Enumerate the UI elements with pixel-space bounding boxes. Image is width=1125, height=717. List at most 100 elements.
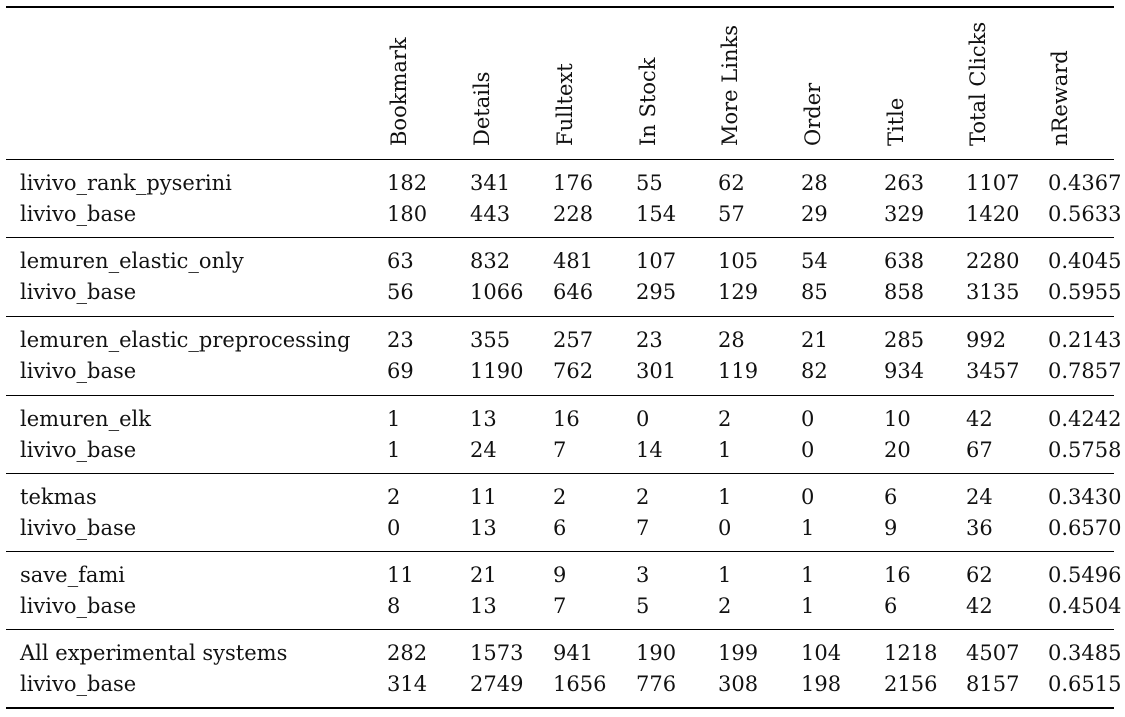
table-cell: 0.5955 bbox=[1048, 280, 1122, 304]
table-cell: 355 bbox=[470, 328, 511, 352]
table-cell: 55 bbox=[636, 171, 663, 195]
table-cell: 0.3430 bbox=[1048, 485, 1122, 509]
table-cell: 0 bbox=[718, 516, 732, 540]
system-name: livivo_base bbox=[20, 594, 137, 618]
table-cell: 1 bbox=[801, 594, 815, 618]
table-cell: 6 bbox=[884, 594, 898, 618]
table-cell: 69 bbox=[387, 359, 414, 383]
table-cell: 1656 bbox=[553, 672, 607, 696]
system-name: livivo_rank_pyserini bbox=[20, 171, 232, 195]
table-cell: 0.7857 bbox=[1048, 359, 1122, 383]
table-cell: 7 bbox=[636, 516, 650, 540]
table-cell: 0.5633 bbox=[1048, 202, 1122, 226]
table-cell: 5 bbox=[636, 594, 650, 618]
table-cell: 2156 bbox=[884, 672, 938, 696]
table-cell: 6 bbox=[553, 516, 567, 540]
table-cell: 0 bbox=[387, 516, 401, 540]
system-name: save_fami bbox=[20, 563, 126, 587]
group-separator bbox=[6, 551, 1114, 552]
column-header-label: In Stock bbox=[636, 57, 660, 146]
table-cell: 3135 bbox=[966, 280, 1020, 304]
table-cell: 858 bbox=[884, 280, 925, 304]
column-header-label: Total Clicks bbox=[966, 21, 990, 146]
system-name: livivo_base bbox=[20, 672, 137, 696]
table-cell: 3 bbox=[636, 563, 650, 587]
table-cell: 832 bbox=[470, 249, 511, 273]
table-cell: 329 bbox=[884, 202, 925, 226]
table-cell: 0.4504 bbox=[1048, 594, 1122, 618]
column-header-label: Bookmark bbox=[387, 37, 411, 146]
table-cell: 9 bbox=[553, 563, 567, 587]
table-cell: 4507 bbox=[966, 641, 1020, 665]
table-cell: 62 bbox=[966, 563, 993, 587]
table-cell: 1066 bbox=[470, 280, 524, 304]
table-cell: 282 bbox=[387, 641, 428, 665]
system-name: livivo_base bbox=[20, 359, 137, 383]
table-cell: 63 bbox=[387, 249, 414, 273]
table-cell: 13 bbox=[470, 594, 497, 618]
table-cell: 57 bbox=[718, 202, 745, 226]
table-cell: 107 bbox=[636, 249, 677, 273]
table-cell: 762 bbox=[553, 359, 594, 383]
table-cell: 176 bbox=[553, 171, 594, 195]
table-cell: 2749 bbox=[470, 672, 524, 696]
table-cell: 7 bbox=[553, 594, 567, 618]
table-cell: 1 bbox=[801, 563, 815, 587]
group-separator bbox=[6, 629, 1114, 630]
table-cell: 263 bbox=[884, 171, 925, 195]
table-cell: 1573 bbox=[470, 641, 524, 665]
table-cell: 11 bbox=[470, 485, 497, 509]
column-header-label: More Links bbox=[718, 25, 742, 146]
table-cell: 0.2143 bbox=[1048, 328, 1122, 352]
table-cell: 62 bbox=[718, 171, 745, 195]
table-cell: 0.3485 bbox=[1048, 641, 1122, 665]
table-cell: 1420 bbox=[966, 202, 1020, 226]
table-cell: 82 bbox=[801, 359, 828, 383]
column-header-label: Details bbox=[470, 71, 494, 146]
table-cell: 1 bbox=[801, 516, 815, 540]
table-cell: 3457 bbox=[966, 359, 1020, 383]
table-cell: 13 bbox=[470, 516, 497, 540]
table-cell: 199 bbox=[718, 641, 759, 665]
table-cell: 16 bbox=[884, 563, 911, 587]
table-cell: 1 bbox=[387, 438, 401, 462]
table-cell: 28 bbox=[801, 171, 828, 195]
table-cell: 6 bbox=[884, 485, 898, 509]
table-cell: 11 bbox=[387, 563, 414, 587]
table-cell: 301 bbox=[636, 359, 677, 383]
group-separator bbox=[6, 316, 1114, 317]
table-cell: 341 bbox=[470, 171, 511, 195]
table-cell: 1190 bbox=[470, 359, 524, 383]
table-cell: 308 bbox=[718, 672, 759, 696]
system-name: All experimental systems bbox=[20, 641, 288, 665]
column-header-label: Title bbox=[884, 97, 908, 146]
table-cell: 0 bbox=[636, 407, 650, 431]
group-separator bbox=[6, 237, 1114, 238]
table-cell: 0.4242 bbox=[1048, 407, 1122, 431]
table-cell: 23 bbox=[387, 328, 414, 352]
system-name: tekmas bbox=[20, 485, 97, 509]
table-cell: 2 bbox=[636, 485, 650, 509]
system-name: lemuren_elastic_preprocessing bbox=[20, 328, 351, 352]
system-name: livivo_base bbox=[20, 280, 137, 304]
system-name: lemuren_elk bbox=[20, 407, 151, 431]
table-cell: 0.6515 bbox=[1048, 672, 1122, 696]
table-cell: 1107 bbox=[966, 171, 1020, 195]
table-cell: 295 bbox=[636, 280, 677, 304]
table-cell: 85 bbox=[801, 280, 828, 304]
bottom-rule bbox=[6, 707, 1114, 709]
table-cell: 2 bbox=[387, 485, 401, 509]
table-cell: 776 bbox=[636, 672, 677, 696]
table-cell: 104 bbox=[801, 641, 842, 665]
column-header-label: nReward bbox=[1048, 50, 1072, 146]
table-cell: 0 bbox=[801, 438, 815, 462]
table-cell: 56 bbox=[387, 280, 414, 304]
table-cell: 0 bbox=[801, 407, 815, 431]
table-cell: 8157 bbox=[966, 672, 1020, 696]
table-cell: 154 bbox=[636, 202, 677, 226]
table-cell: 941 bbox=[553, 641, 594, 665]
table-cell: 24 bbox=[470, 438, 497, 462]
group-separator bbox=[6, 473, 1114, 474]
table-cell: 20 bbox=[884, 438, 911, 462]
table-cell: 67 bbox=[966, 438, 993, 462]
